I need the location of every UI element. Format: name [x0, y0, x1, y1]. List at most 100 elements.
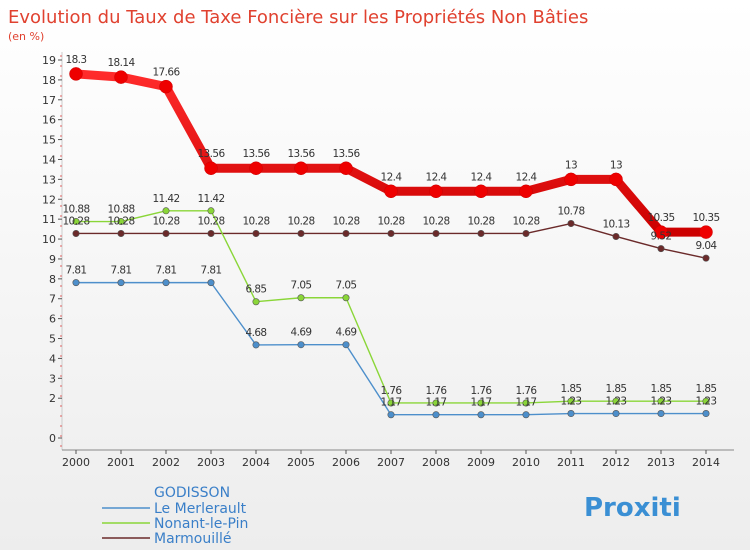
- data-label: 13.56: [197, 148, 225, 160]
- data-point: [252, 229, 260, 237]
- data-label: 7.81: [111, 265, 132, 277]
- data-label: 1.76: [471, 385, 493, 397]
- data-point: [429, 184, 443, 199]
- chart-title: Evolution du Taux de Taxe Foncière sur l…: [8, 7, 588, 28]
- data-label: 1.85: [696, 383, 717, 395]
- x-tick-label: 2012: [602, 456, 630, 469]
- series-line: [75, 210, 707, 404]
- data-point: [117, 229, 125, 237]
- y-tick-label: 18: [42, 74, 56, 87]
- data-label: 1.85: [606, 383, 627, 395]
- data-label: 9.52: [651, 231, 672, 243]
- data-label: 1.76: [426, 385, 448, 397]
- data-point: [294, 161, 308, 175]
- data-label: 1.23: [561, 396, 582, 408]
- data-label: 1.17: [516, 397, 537, 409]
- data-label: 10.28: [152, 215, 179, 227]
- y-tick-label: 15: [42, 134, 56, 147]
- data-point: [342, 294, 350, 302]
- data-point: [162, 207, 170, 215]
- y-tick-label: 10: [42, 233, 56, 246]
- y-tick-label: 8: [49, 273, 56, 286]
- legend-label: Nonant-le-Pin: [154, 516, 248, 532]
- data-label: 4.69: [336, 327, 357, 339]
- data-label: 7.81: [66, 265, 87, 277]
- axes: 0 2 3 4 5 6 7 8 9 10 11 12 13 14 15 16 17 18 19 2000 2001 200…: [42, 52, 734, 469]
- data-point: [162, 229, 170, 237]
- data-point: [612, 397, 620, 405]
- data-point: [339, 161, 353, 175]
- data-point: [114, 70, 128, 84]
- data-label: 13: [610, 159, 622, 171]
- x-tick-label: 2005: [287, 456, 315, 469]
- data-label: 13.56: [332, 148, 360, 160]
- x-tick-label: 2006: [332, 456, 360, 469]
- legend-entry: Le Merlerault: [102, 501, 247, 517]
- data-label: 10.28: [512, 215, 539, 227]
- data-point: [522, 229, 530, 237]
- data-point: [384, 184, 398, 199]
- data-label: 4.68: [246, 327, 267, 339]
- data-label: 7.05: [291, 280, 312, 292]
- data-point: [702, 410, 710, 418]
- data-label: 1.85: [651, 383, 672, 395]
- data-label: 12.4: [516, 171, 538, 183]
- data-point: [432, 229, 440, 237]
- data-label: 11.42: [197, 193, 224, 205]
- y-tick-label: 0: [49, 432, 56, 445]
- data-point: [387, 411, 395, 419]
- y-tick-label: 16: [42, 114, 56, 127]
- data-point: [207, 279, 215, 287]
- data-label: 10.28: [242, 215, 269, 227]
- data-point: [522, 399, 530, 407]
- data-point: [297, 229, 305, 237]
- data-point: [699, 225, 713, 239]
- data-label: 7.81: [201, 265, 222, 277]
- data-point: [72, 229, 80, 237]
- data-point: [612, 410, 620, 418]
- data-label: 10.88: [62, 204, 89, 216]
- data-point: [159, 79, 173, 94]
- proxiti-logo: Proxiti: [584, 493, 681, 523]
- data-label: 1.23: [606, 396, 627, 408]
- data-label: 10.78: [557, 206, 584, 218]
- data-label: 7.05: [336, 280, 357, 292]
- data-label: 10.28: [467, 215, 494, 227]
- data-label: 1.76: [381, 385, 403, 397]
- data-point: [657, 245, 665, 253]
- data-point: [612, 232, 620, 240]
- x-tick-label: 2009: [467, 456, 495, 469]
- data-label: 10.35: [692, 212, 719, 224]
- x-tick-label: 2008: [422, 456, 450, 469]
- x-tick-label: 2010: [512, 456, 540, 469]
- data-point: [474, 184, 488, 199]
- series-line: [71, 69, 711, 237]
- data-label: 13.56: [287, 148, 315, 160]
- data-point: [477, 411, 485, 419]
- data-point: [657, 410, 665, 418]
- logo-text: Proxiti: [584, 493, 681, 523]
- data-label: 10.28: [197, 215, 224, 227]
- data-point: [477, 229, 485, 237]
- data-label: 1.76: [516, 385, 538, 397]
- data-label: 18.14: [107, 57, 135, 69]
- data-label: 6.85: [246, 284, 267, 296]
- y-tick-label: 9: [49, 253, 56, 266]
- y-tick-label: 7: [49, 293, 56, 306]
- y-tick-label: 13: [42, 173, 56, 186]
- data-point: [117, 279, 125, 287]
- y-tick-label: 19: [42, 54, 56, 67]
- y-tick-label: 4: [49, 352, 56, 365]
- data-label: 10.28: [62, 215, 89, 227]
- x-tick-label: 2003: [197, 456, 225, 469]
- x-tick-label: 2001: [107, 456, 135, 469]
- data-label: 1.17: [381, 397, 402, 409]
- x-tick-label: 2002: [152, 456, 180, 469]
- data-label: 10.88: [107, 204, 134, 216]
- data-labels-layer: 18.3 18.14 17.66 13.56 13.56 13.56 13.56 12.4 12…: [62, 54, 720, 409]
- data-point: [387, 399, 395, 407]
- data-point: [72, 279, 80, 287]
- y-tick-label: 14: [42, 153, 56, 166]
- x-tick-label: 2011: [557, 456, 585, 469]
